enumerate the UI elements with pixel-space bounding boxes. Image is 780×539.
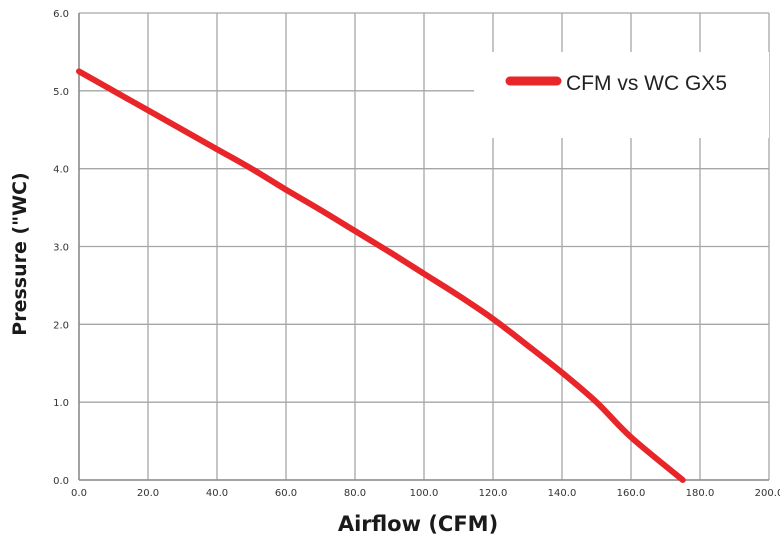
chart-grid [78, 12, 770, 481]
x-tick-label: 80.0 [344, 488, 366, 499]
x-tick-label: 180.0 [686, 488, 715, 499]
y-tick-label: 0.0 [53, 476, 69, 487]
legend-label: CFM vs WC GX5 [566, 72, 727, 95]
x-tick-label: 120.0 [479, 488, 508, 499]
y-tick-label: 2.0 [53, 320, 69, 331]
x-tick-label: 0.0 [71, 488, 87, 499]
x-tick-label: 60.0 [275, 488, 297, 499]
legend-box [474, 52, 769, 138]
y-tick-label: 4.0 [53, 165, 69, 176]
y-axis-title: Pressure ("WC) [9, 172, 31, 335]
x-axis-title: Airflow (CFM) [338, 512, 498, 536]
x-axis-ticks: 0.0 20.0 40.0 60.0 80.0 100.0 120.0 140.0 160.0 1… [71, 488, 780, 499]
x-tick-label: 200.0 [755, 488, 780, 499]
legend-background [474, 52, 769, 138]
y-tick-label: 3.0 [53, 243, 69, 254]
y-tick-label: 1.0 [53, 398, 69, 409]
chart-series [76, 68, 686, 483]
series-line [76, 68, 686, 483]
x-tick-label: 100.0 [410, 488, 439, 499]
y-tick-label: 6.0 [53, 9, 69, 20]
y-tick-label: 5.0 [53, 87, 69, 98]
x-tick-label: 140.0 [548, 488, 577, 499]
x-tick-label: 20.0 [137, 488, 159, 499]
x-tick-label: 160.0 [617, 488, 646, 499]
y-axis-ticks: 0.0 1.0 2.0 3.0 4.0 5.0 6.0 [53, 9, 69, 487]
x-tick-label: 40.0 [206, 488, 228, 499]
chart-legend: CFM vs WC GX5 [505, 72, 727, 95]
